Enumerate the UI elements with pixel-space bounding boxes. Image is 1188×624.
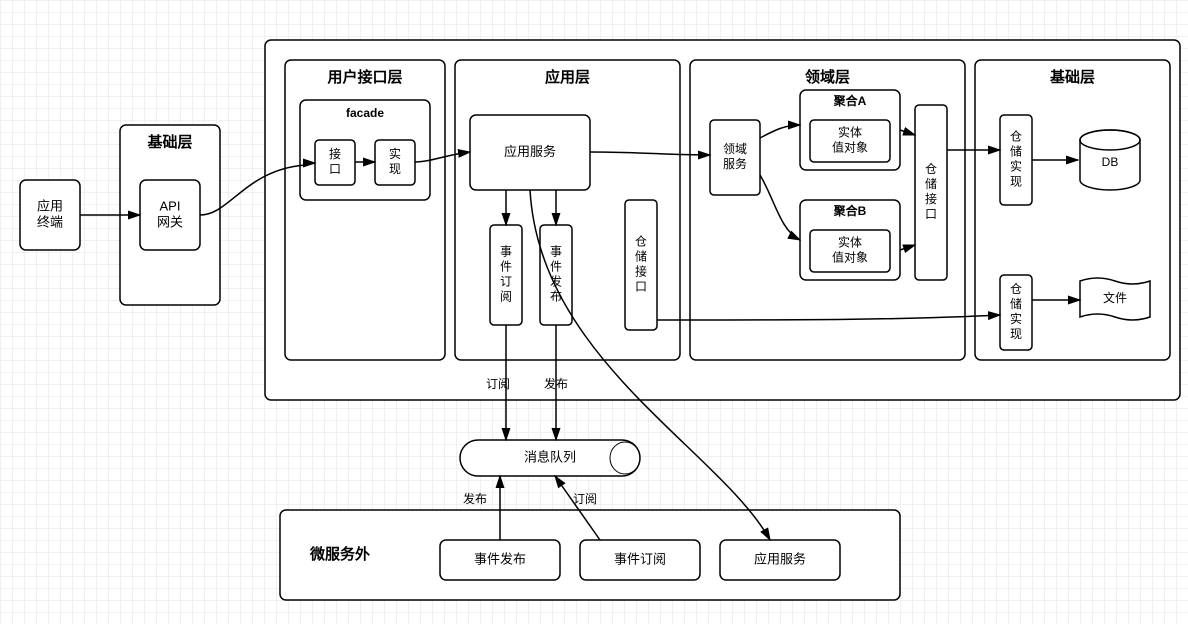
- free-label-1: 发布: [544, 376, 568, 391]
- event-publish-label: 事: [550, 245, 562, 259]
- infra-right-title: 基础层: [1049, 68, 1095, 86]
- api-gateway-label: 网关: [157, 215, 183, 230]
- repo-impl-file-label: 现: [1010, 327, 1022, 341]
- repo-impl-db-label: 现: [1010, 175, 1022, 189]
- aggregate-b-title: 聚合B: [833, 203, 867, 218]
- repo-interface-domain-label: 口: [925, 207, 937, 221]
- repo-impl-file-label: 仓: [1010, 282, 1022, 296]
- app-layer-title: 应用层: [545, 68, 590, 86]
- application-service-ext-label: 应用服务: [754, 551, 806, 566]
- event-subscribe-label: 订: [500, 275, 512, 289]
- repo-impl-file-label: 实: [1010, 311, 1022, 326]
- facade-interface-label: 口: [329, 162, 341, 176]
- application-service-label: 应用服务: [504, 144, 556, 159]
- repo-impl-db-label: 储: [1010, 144, 1022, 159]
- microservice-outside-title: 微服务外: [309, 545, 370, 563]
- facade-implement-label: 实: [389, 146, 401, 161]
- aggregate-a-entity-label: 值对象: [832, 140, 868, 155]
- aggregate-b-entity-label: 实体: [838, 235, 862, 250]
- repo-interface-domain-label: 接: [925, 191, 937, 206]
- event-publish-label: 件: [550, 260, 562, 274]
- domain-service-label: 领域: [723, 142, 747, 156]
- event-subscribe-ext-label: 事件订阅: [614, 551, 666, 566]
- message-queue-label: 消息队列: [524, 449, 576, 464]
- api-gateway-label: API: [160, 198, 181, 213]
- event-subscribe-label: 事: [500, 245, 512, 259]
- repo-interface-domain-label: 储: [925, 176, 937, 191]
- facade-title: facade: [346, 106, 384, 120]
- domain-layer-title: 领域层: [804, 68, 850, 86]
- file-label: 文件: [1103, 290, 1127, 305]
- facade-interface-label: 接: [329, 146, 341, 161]
- domain-service-label: 服务: [723, 156, 747, 171]
- infra-left-title: 基础层: [146, 133, 192, 151]
- aggregate-b-entity-label: 值对象: [832, 250, 868, 265]
- repo-interface-app-label: 接: [635, 264, 647, 279]
- free-label-0: 订阅: [486, 377, 510, 391]
- repo-impl-file-label: 储: [1010, 296, 1022, 311]
- repo-interface-domain-label: 仓: [925, 162, 937, 176]
- repo-impl-db-label: 实: [1010, 159, 1022, 174]
- repo-interface-app-label: 储: [635, 249, 647, 264]
- aggregate-a-title: 聚合A: [833, 93, 867, 108]
- event-subscribe-label: 阅: [500, 290, 512, 304]
- aggregate-a-entity-label: 实体: [838, 125, 862, 140]
- free-label-2: 发布: [463, 491, 487, 506]
- repo-impl-db-label: 仓: [1010, 130, 1022, 144]
- event-publish-ext-label: 事件发布: [474, 551, 526, 566]
- repo-interface-app-label: 仓: [635, 235, 647, 249]
- app-terminal-label: 应用: [37, 198, 63, 213]
- facade-implement-label: 现: [389, 162, 401, 176]
- repo-interface-app-label: 口: [635, 280, 647, 294]
- ui-layer-title: 用户接口层: [327, 68, 402, 86]
- db-label: DB: [1102, 155, 1119, 169]
- event-subscribe-label: 件: [500, 260, 512, 274]
- app-terminal-label: 终端: [37, 215, 63, 230]
- free-label-3: 订阅: [573, 492, 597, 506]
